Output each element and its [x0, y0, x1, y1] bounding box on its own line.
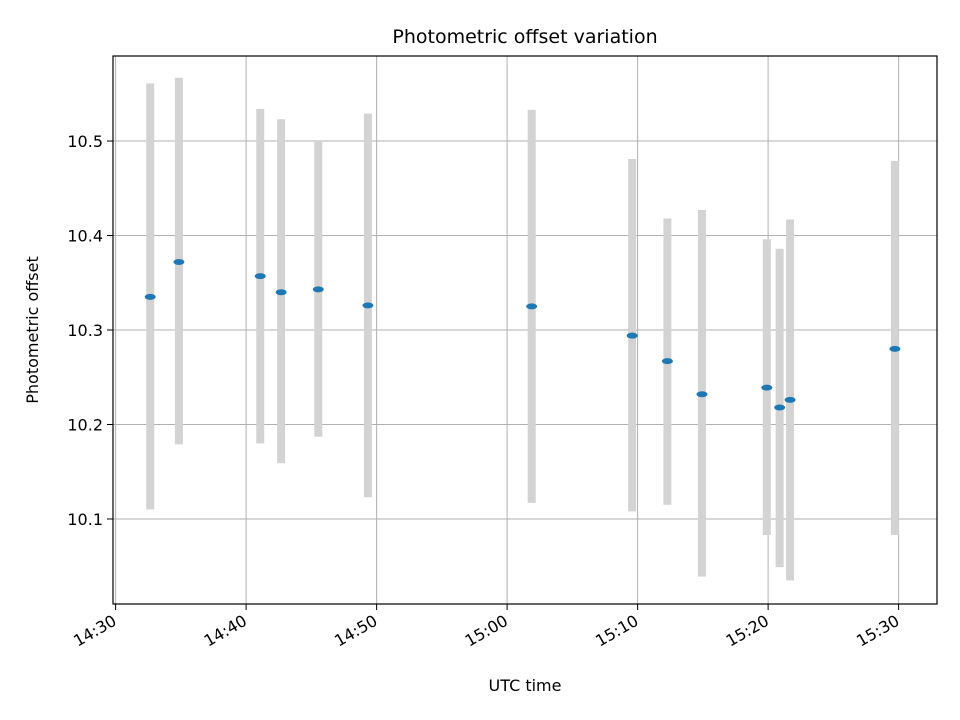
data-point	[144, 293, 156, 300]
data-point	[761, 384, 773, 391]
data-point	[784, 396, 796, 403]
y-tick-label: 10.1	[67, 510, 103, 529]
data-markers	[144, 258, 901, 411]
chart-title: Photometric offset variation	[392, 26, 657, 48]
data-point	[696, 391, 708, 398]
data-point	[362, 302, 374, 309]
data-point	[774, 404, 786, 411]
y-tick-label: 10.2	[67, 415, 103, 434]
y-axis: 10.1 10.2 10.3 10.4 10.5	[67, 132, 113, 529]
x-axis-title: UTC time	[489, 676, 562, 695]
data-point	[526, 303, 538, 310]
y-axis-title: Photometric offset	[23, 256, 42, 404]
data-point	[889, 345, 901, 352]
y-tick-label: 10.5	[67, 132, 103, 151]
data-point	[173, 258, 185, 265]
data-point	[661, 358, 673, 365]
data-point	[312, 286, 324, 293]
data-point	[626, 332, 638, 339]
data-point	[254, 273, 266, 280]
y-tick-label: 10.3	[67, 321, 103, 340]
y-tick-label: 10.4	[67, 227, 103, 246]
data-point	[275, 289, 287, 296]
